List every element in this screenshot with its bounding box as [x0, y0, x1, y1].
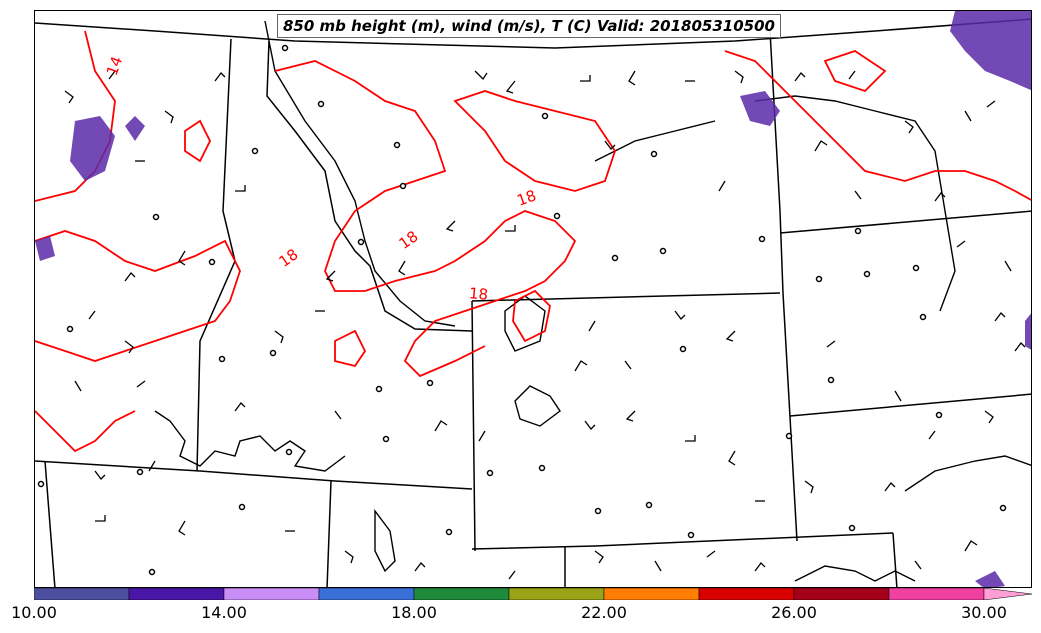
- wy-co-line: [471, 532, 894, 550]
- shade-northeast: [950, 11, 1031, 91]
- shoreline-1: [154, 410, 346, 472]
- lake-yellowstone: [504, 295, 546, 352]
- colorbar-extend-arrow: [983, 588, 1032, 600]
- colorbar-segment: [508, 588, 605, 600]
- shade-east: [1025, 313, 1031, 350]
- contour-northeast: [724, 50, 1031, 201]
- colorbar-tick-14: 14.00: [201, 603, 247, 622]
- contour-loop-ne: [823, 50, 887, 93]
- shade-west: [35, 236, 55, 261]
- contour-central: [274, 60, 577, 378]
- oregon-california-line: [35, 460, 473, 490]
- colorbar-segment: [793, 588, 890, 600]
- contour-west: [35, 30, 116, 202]
- contour-south-west: [35, 410, 136, 453]
- contour-montana: [453, 90, 616, 192]
- map-title: 850 mb height (m), wind (m/s), T (C) Val…: [277, 14, 781, 38]
- contour-loop-1: [334, 329, 367, 368]
- wind-barbs: [64, 70, 1026, 580]
- colorbar-segment: [34, 588, 130, 600]
- wyoming-west-line: [471, 300, 476, 552]
- colorbar-tick-22: 22.00: [581, 603, 627, 622]
- shade-north-central: [740, 91, 780, 126]
- colorbar-tick-30: 30.00: [961, 603, 1007, 622]
- lake-3: [374, 508, 396, 573]
- sd-ne-line: [789, 393, 1031, 417]
- map-panel: 14 18 18 18 18: [34, 10, 1032, 588]
- precip-shading: [35, 11, 1031, 587]
- map-canvas: [35, 11, 1031, 587]
- colorbar-segment: [223, 588, 320, 600]
- station-markers: [37, 44, 1007, 576]
- nv-ut-line: [326, 480, 332, 587]
- contour-southwest: [35, 230, 241, 362]
- colorbar-segment: [698, 588, 795, 600]
- temperature-contours: [35, 30, 1031, 453]
- colorbar-segment: [128, 588, 225, 600]
- shoreline-3: [794, 565, 916, 582]
- co-ks-line: [892, 532, 898, 587]
- nd-sd-line: [779, 210, 1031, 234]
- lake-2: [514, 385, 561, 427]
- colorbar-segment: [413, 588, 510, 600]
- colorbar-segment: [318, 588, 415, 600]
- missouri-river: [754, 95, 956, 312]
- wa-or-id-line: [196, 38, 236, 472]
- shade-southeast: [975, 571, 1005, 587]
- ca-nv-line: [44, 460, 56, 587]
- colorbar-tick-26: 26.00: [771, 603, 817, 622]
- state-boundaries: [35, 18, 1031, 587]
- contour-label-18d: 18: [468, 284, 489, 304]
- colorbar-segment: [603, 588, 700, 600]
- shade-northwest-2: [125, 116, 145, 141]
- dakota-west-line: [769, 30, 798, 542]
- colorbar: [34, 588, 1032, 600]
- contour-loop-2: [184, 119, 212, 163]
- shade-northwest: [70, 116, 115, 181]
- shoreline-2: [904, 455, 1031, 492]
- wyoming-north-line: [471, 292, 781, 302]
- water-features: [154, 20, 1031, 582]
- contour-loop-3: [512, 289, 551, 343]
- river-1: [264, 20, 456, 327]
- canada-border: [35, 18, 1031, 49]
- colorbar-tick-18: 18.00: [391, 603, 437, 622]
- colorbar-segment: [888, 588, 985, 600]
- colorbar-tick-10: 10.00: [11, 603, 57, 622]
- idaho-montana-line: [266, 40, 473, 332]
